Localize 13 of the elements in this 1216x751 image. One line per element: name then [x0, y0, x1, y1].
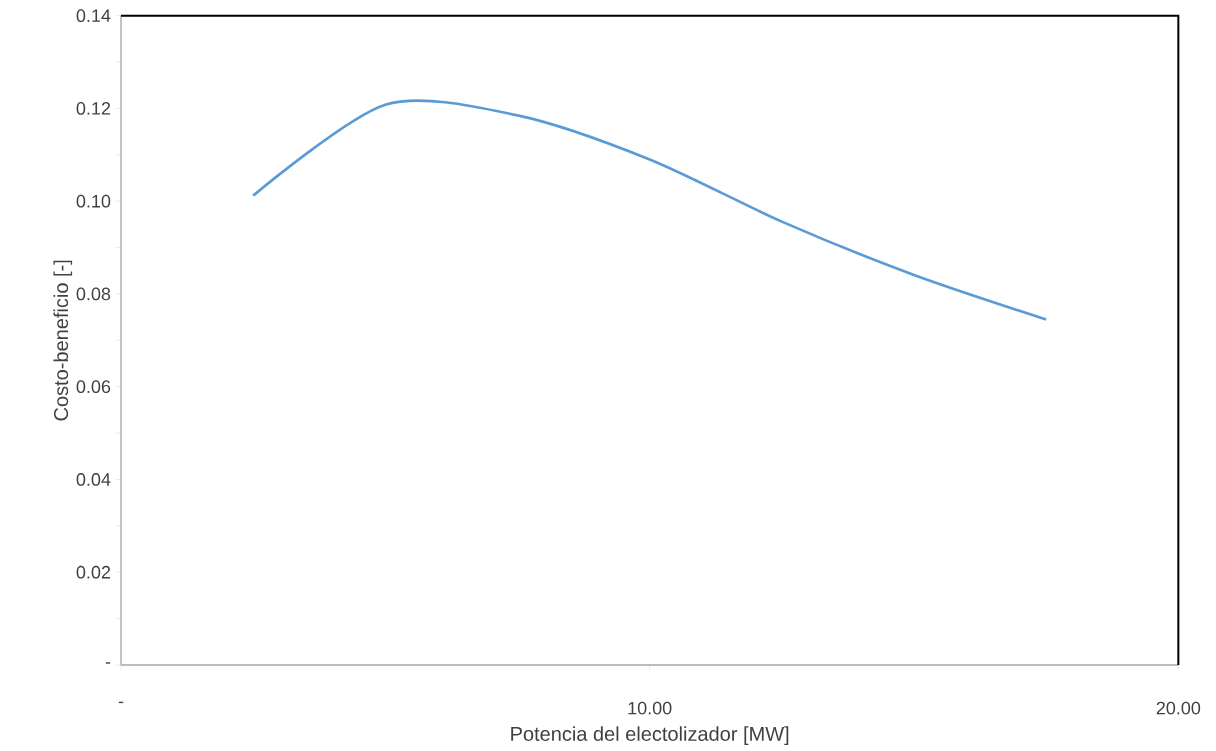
x-tick-label: -	[118, 701, 124, 704]
x-tick-label: 10.00	[628, 701, 672, 715]
y-tick-label: 0.10	[76, 194, 111, 208]
y-axis-title: Costo-beneficio [-]	[53, 260, 73, 421]
y-tick-label: 0.14	[76, 9, 111, 23]
y-tick-label: 0.08	[76, 287, 111, 301]
y-tick-label: 0.12	[76, 102, 111, 115]
y-tick-label: 0.02	[76, 565, 111, 579]
y-tick-label: 0.06	[76, 380, 111, 394]
x-axis-title: Potencia del electolizador [MW]	[511, 726, 789, 745]
y-tick-label: -	[105, 662, 111, 664]
x-tick-label: 20.00	[1156, 701, 1201, 715]
y-tick-label: 0.04	[76, 473, 111, 486]
